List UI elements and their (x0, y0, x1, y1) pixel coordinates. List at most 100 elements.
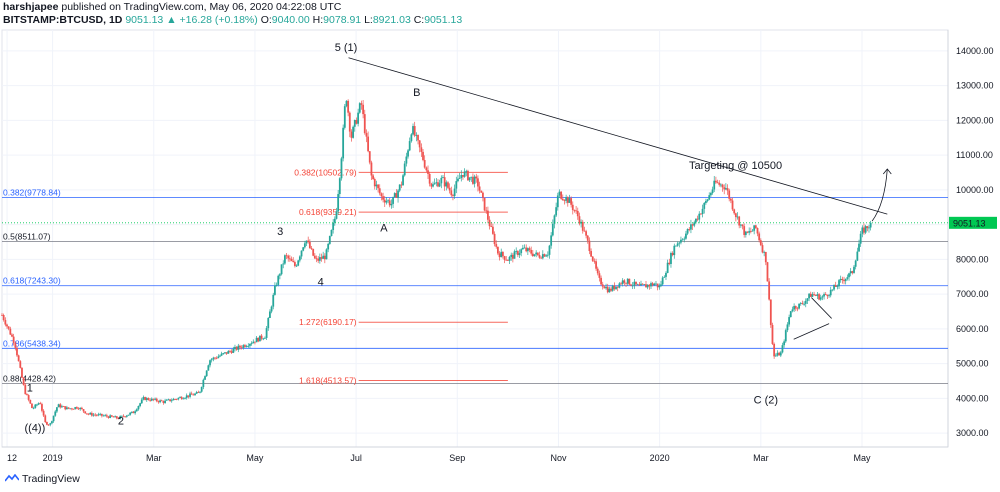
candle-body (848, 273, 850, 278)
candle-body (107, 416, 110, 418)
candle-body (255, 337, 258, 343)
candle-body (115, 416, 118, 419)
symbol-name: BITSTAMP:BTCUSD, 1D (3, 14, 123, 26)
candle-body (70, 408, 73, 410)
candle-body (338, 178, 341, 195)
candle-body (36, 404, 38, 406)
pennant-upper (811, 297, 832, 319)
candle-body (9, 328, 12, 335)
candle-body (413, 126, 416, 136)
candle-body (756, 228, 759, 234)
candle-body (167, 399, 170, 401)
fib-level-label: 0.618(7243.30) (3, 276, 61, 286)
author-name[interactable]: harshjapee (3, 1, 59, 13)
candle-body (325, 249, 328, 260)
candle-body (402, 175, 404, 186)
candle-body (144, 397, 147, 401)
candle-body (21, 367, 23, 378)
candle-body (27, 395, 30, 400)
candle-body (673, 245, 676, 256)
candle-body (32, 407, 35, 409)
y-tick-label: 11000.00 (956, 150, 993, 160)
candle-body (808, 293, 810, 299)
tradingview-logo[interactable]: TradingView (5, 473, 80, 485)
x-tick-label: Jul (350, 453, 362, 463)
open-key: O: (260, 14, 272, 26)
candle-body (80, 407, 83, 410)
low-value: 8921.03 (372, 14, 411, 26)
candle-body (761, 245, 764, 253)
candle-body (220, 353, 223, 356)
candle-body (813, 294, 815, 296)
candle-body (119, 416, 122, 419)
candle-body (859, 233, 862, 244)
candle-body (170, 400, 173, 402)
candle-body (853, 266, 855, 273)
candle-body (378, 188, 381, 194)
candle-body (403, 163, 406, 176)
candle-body (104, 415, 107, 417)
candle-body (405, 156, 408, 164)
candle-body (838, 280, 840, 287)
candle-body (794, 306, 797, 309)
candle-body (177, 397, 180, 400)
candle-body (75, 407, 78, 409)
candle-body (100, 413, 103, 416)
candle-body (227, 350, 230, 354)
candle-body (610, 288, 612, 291)
candle-body (26, 394, 28, 396)
candle-body (781, 345, 784, 353)
candle-body (723, 187, 726, 190)
candle-body (212, 357, 215, 360)
candle-body (821, 296, 824, 298)
candle-body (185, 395, 188, 398)
candle-body (515, 251, 518, 252)
candle-body (292, 261, 295, 263)
candle-body (525, 247, 528, 252)
candle-body (269, 311, 271, 318)
candle-body (656, 283, 659, 288)
candle-body (423, 160, 426, 168)
candle-body (508, 256, 511, 261)
candle-body (362, 104, 365, 115)
candle-body (510, 254, 513, 257)
candle-body (130, 411, 133, 413)
candle-body (77, 408, 80, 410)
candle-body (806, 298, 809, 301)
candle-body (545, 255, 548, 257)
candle-body (763, 251, 766, 253)
last-price-tag-label: 9051.13 (953, 218, 986, 228)
candle-body (205, 370, 208, 377)
candle-body (247, 345, 250, 347)
candle-body (224, 352, 226, 354)
candle-body (591, 256, 594, 261)
candle-body (250, 343, 253, 345)
candle-body (776, 352, 779, 356)
candle-body (818, 294, 820, 300)
candle-body (530, 249, 533, 254)
candle-body (2, 315, 5, 321)
candle-body (56, 407, 58, 412)
candle-body (671, 253, 674, 256)
candle-body (453, 188, 456, 197)
publish-info: harshjapee published on TradingView.com,… (3, 1, 341, 13)
candle-body (179, 397, 181, 398)
candle-body (340, 158, 343, 179)
candle-body (249, 343, 251, 346)
candle-body (829, 289, 832, 296)
candle-body (548, 245, 551, 255)
candle-body (472, 176, 474, 184)
candle-body (623, 280, 626, 283)
candle-body (225, 352, 228, 354)
candle-body (485, 210, 488, 212)
candle-body (272, 294, 275, 307)
candle-body (84, 411, 87, 414)
candle-body (240, 347, 243, 349)
candle-body (300, 250, 303, 257)
candle-body (452, 195, 454, 197)
candle-body (467, 170, 469, 181)
candle-body (801, 303, 804, 305)
candle-body (323, 255, 326, 260)
candle-body (503, 256, 506, 260)
